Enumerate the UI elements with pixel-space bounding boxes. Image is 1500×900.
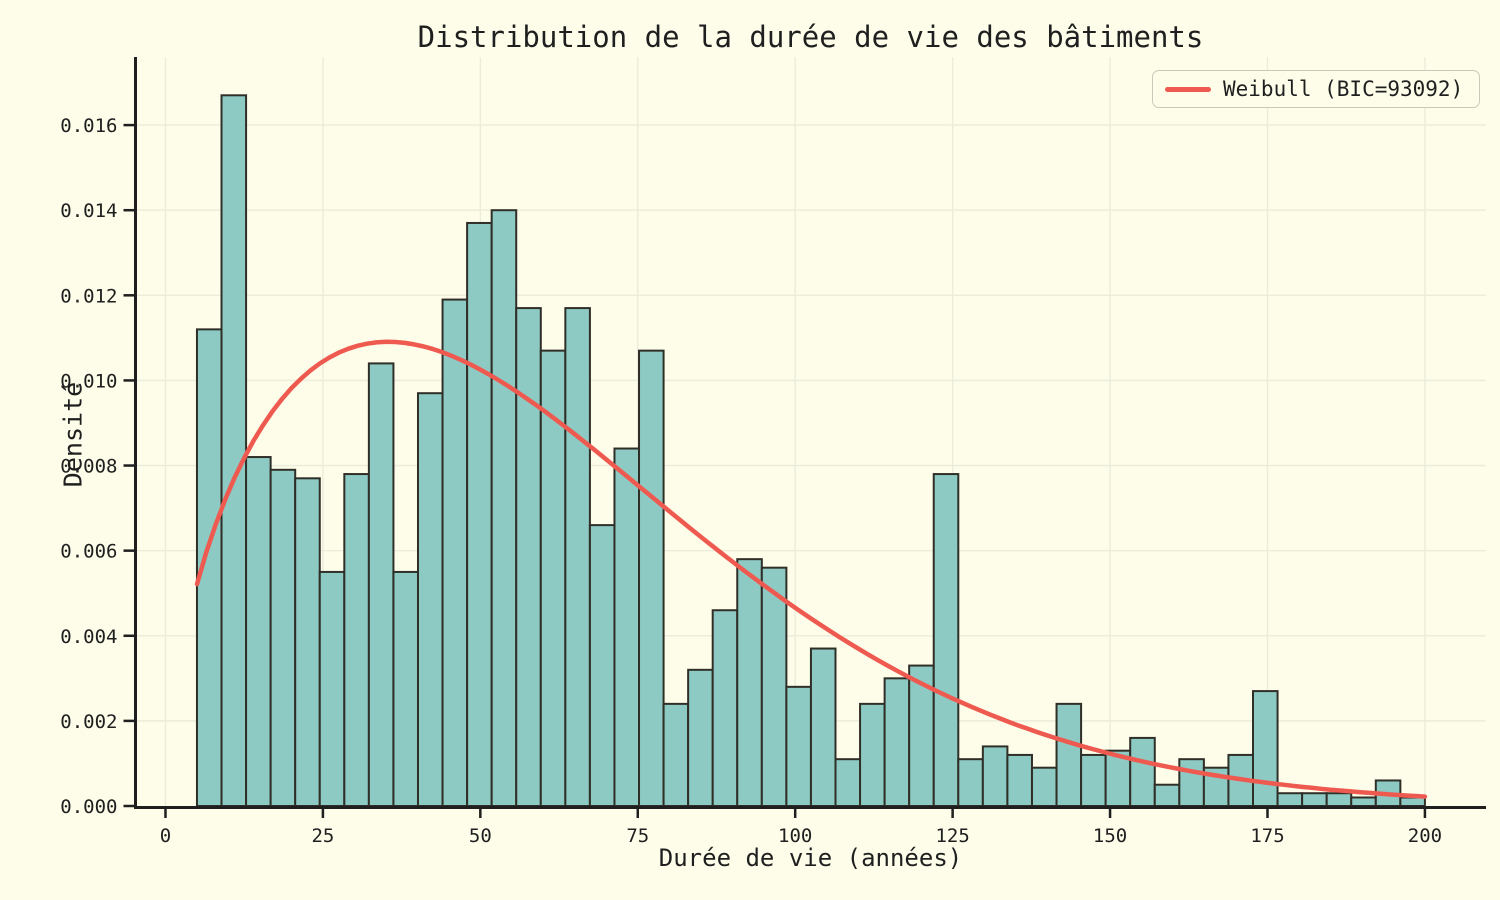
histogram-bar: [294, 477, 321, 807]
histogram-bar: [932, 473, 960, 807]
histogram-bar: [1129, 736, 1156, 808]
histogram-bar: [1178, 758, 1205, 807]
histogram-bar: [687, 668, 714, 807]
histogram-bar: [785, 685, 812, 807]
x-tick-label: 75: [626, 825, 649, 847]
y-tick-label: 0.016: [60, 115, 117, 137]
legend-label: Weibull (BIC=93092): [1223, 77, 1464, 101]
histogram-bar: [736, 558, 763, 808]
histogram-bar: [367, 362, 395, 807]
y-tick-label: 0.012: [60, 285, 117, 307]
histogram-bar: [613, 447, 641, 807]
histogram-bar: [1301, 792, 1328, 808]
histogram-bar: [1055, 702, 1083, 808]
x-tick-label: 0: [160, 825, 171, 847]
x-tick-label: 200: [1408, 825, 1442, 847]
histogram-bar: [1080, 753, 1107, 808]
histogram-bar: [220, 94, 248, 807]
histogram-bar: [1399, 796, 1426, 808]
y-tick-label: 0.008: [60, 456, 117, 478]
histogram-bar: [490, 209, 518, 808]
y-axis-label: Densité: [58, 381, 88, 488]
histogram-bar: [392, 570, 419, 807]
histogram-bar: [1153, 783, 1181, 808]
chart-title: Distribution de la durée de vie des bâti…: [417, 20, 1204, 54]
x-tick-label: 125: [935, 825, 969, 847]
histogram-bar: [638, 349, 665, 807]
histogram-bar: [515, 307, 542, 807]
histogram-bar: [1030, 766, 1058, 807]
histogram-bar: [760, 566, 788, 807]
y-tick-label: 0.002: [60, 711, 117, 733]
histogram-bar: [1252, 690, 1279, 808]
histogram-bar: [416, 392, 444, 807]
histogram-bar: [1006, 753, 1033, 808]
histogram-bar: [883, 677, 911, 807]
y-tick-label: 0.004: [60, 626, 117, 648]
histogram-bar: [809, 647, 837, 808]
histogram-bar: [908, 664, 935, 807]
legend-line-swatch: [1165, 86, 1211, 92]
x-tick-label: 50: [469, 825, 492, 847]
x-tick-label: 150: [1093, 825, 1127, 847]
histogram-bar: [318, 570, 346, 807]
x-tick-label: 175: [1250, 825, 1284, 847]
histogram-bar: [466, 221, 493, 807]
histogram-bar: [1276, 792, 1304, 808]
histogram-bar: [1350, 796, 1377, 808]
histogram-bar: [662, 702, 690, 808]
legend-box: Weibull (BIC=93092): [1152, 70, 1481, 108]
histogram-bar: [441, 298, 469, 807]
x-tick-label: 100: [778, 825, 812, 847]
x-axis-label: Durée de vie (années): [658, 844, 963, 872]
histogram-bar: [981, 745, 1009, 808]
histogram-bar: [859, 702, 886, 808]
histogram-bar: [834, 758, 862, 807]
histogram-bar: [957, 758, 984, 807]
y-tick-label: 0.014: [60, 200, 117, 222]
histogram-bar: [711, 609, 739, 808]
y-tick-label: 0.010: [60, 370, 117, 392]
y-tick-label: 0.006: [60, 541, 117, 563]
histogram-bar: [564, 307, 591, 807]
x-tick-label: 25: [311, 825, 334, 847]
histogram-bar: [343, 473, 370, 807]
weibull-fit-curve: [194, 339, 1428, 799]
histogram-bar: [588, 524, 616, 807]
histogram-bar: [269, 468, 297, 807]
histogram-bar: [1325, 792, 1353, 808]
y-tick-label: 0.000: [60, 796, 117, 818]
histogram-bar: [245, 456, 272, 807]
